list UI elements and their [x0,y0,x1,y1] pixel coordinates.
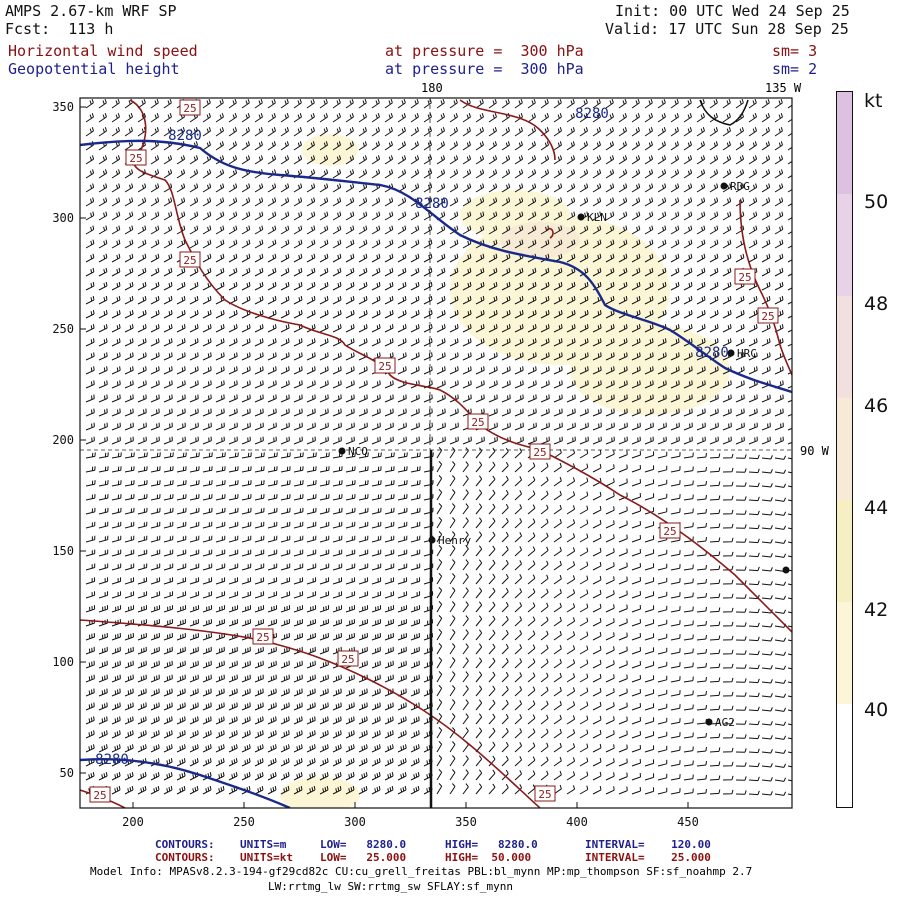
y-tick-label: 50 [60,766,74,780]
forecast-hour: Fcst: 113 h [5,20,114,38]
footer-height-low: LOW= 8280.0 [320,838,407,851]
x-axis: 200 250 300 350 400 450 [122,802,699,829]
field2-name: Geopotential height [8,60,180,78]
map-title: AMPS 2.67-km WRF SP [5,2,177,20]
y-tick-label: 250 [52,322,74,336]
wind-contour-label: 25 [761,310,774,323]
meridian-label-135w: 135 W [765,81,802,95]
footer-wind-high: HIGH= 50.000 [445,851,532,864]
footer-height-high: HIGH= 8280.0 [445,838,538,851]
wind-contour-label: 25 [471,416,484,429]
colorbar-segment [837,602,852,704]
wind-contour-label: 25 [663,525,676,538]
x-tick-label: 200 [122,815,144,829]
wind-contour-label: 25 [341,653,354,666]
station-marker [338,447,346,455]
stations: RDG KLN HRC NCO Henry AG2 [338,180,790,729]
colorbar-label: 44 [864,497,889,519]
wind-contour-label: 25 [183,254,196,267]
colorbar-label: 46 [864,395,889,417]
valid-time: Valid: 17 UTC Sun 28 Sep 25 [605,20,849,38]
y-axis: 350 300 250 200 150 100 50 [52,100,86,780]
colorbar [836,91,853,808]
y-tick-label: 350 [52,100,74,114]
colorbar-segment [837,194,852,296]
footer-wind-label: CONTOURS: [155,851,215,864]
wind-contour-label: 25 [738,271,751,284]
wind-contour-labels: 25 25 25 25 25 25 25 25 25 25 25 25 25 [89,99,779,803]
wind-contour-label: 25 [533,446,546,459]
field1-smooth: sm= 3 [772,42,818,60]
wind-contour-label: 25 [538,788,551,801]
station-label: KLN [587,211,607,224]
field1-level: at pressure = 300 hPa [385,42,584,60]
station-label: RDG [730,180,750,193]
wind-contour-label: 25 [183,102,196,115]
x-tick-label: 350 [455,815,477,829]
colorbar-segment [837,704,852,807]
wind-contour-label: 25 [378,360,391,373]
station-marker [577,213,585,221]
coastline [699,99,749,126]
footer-height-label: CONTOURS: [155,838,215,851]
station-marker [782,566,790,574]
model-info: Model Info: MPASv8.2.3-194-gf29cd82c CU:… [90,865,753,878]
footer-wind-interval: INTERVAL= 25.000 [585,851,711,864]
station-label: Henry [438,534,471,547]
colorbar-label: 48 [864,293,889,315]
wind-contour-label: 25 [93,789,106,802]
station-label: HRC [737,347,757,360]
colorbar-segment [837,296,852,398]
colorbar-label: 50 [864,191,889,213]
station-marker [727,349,735,357]
x-tick-label: 400 [566,815,588,829]
colorbar-label: 42 [864,599,889,621]
height-contour-label: 8280 [95,752,129,768]
x-tick-label: 450 [677,815,699,829]
colorbar-segment [837,398,852,500]
y-tick-label: 150 [52,544,74,558]
colorbar-segment [837,500,852,602]
height-contour-label: 8280 [168,128,202,144]
y-tick-label: 100 [52,655,74,669]
wind-contour-label: 25 [256,631,269,644]
model-info-line2: LW:rrtmg_lw SW:rrtmg_sw SFLAY:sf_mynn [268,880,514,893]
x-tick-label: 300 [344,815,366,829]
station-marker [428,536,436,544]
height-contour-label: 8280 [415,196,449,212]
height-contour-labels: 8280 8280 8280 8280 8280 [95,106,729,768]
y-tick-label: 300 [52,211,74,225]
wind-contour-label: 25 [129,152,142,165]
footer-height-units: UNITS=m [240,838,287,851]
field2-smooth: sm= 2 [772,60,818,78]
wind-barbs [85,98,792,796]
station-label: NCO [348,445,368,458]
init-time: Init: 00 UTC Wed 24 Sep 25 [615,2,850,20]
height-contours [80,139,792,808]
station-label: AG2 [715,716,735,729]
colorbar-segment [837,92,852,194]
y-tick-label: 200 [52,433,74,447]
plot-frame [79,97,793,809]
x-tick-label: 250 [233,815,255,829]
footer-wind-units: UNITS=kt [240,851,293,864]
colorbar-units: kt [864,90,883,112]
colorbar-label: 40 [864,699,889,721]
field1-name: Horizontal wind speed [8,42,198,60]
station-marker [720,182,728,190]
graticule [80,98,792,451]
height-contour-label: 8280 [575,106,609,122]
footer-height-interval: INTERVAL= 120.00 [585,838,711,851]
parallel-label-90w: 90 W [800,444,829,458]
footer-wind-low: LOW= 25.000 [320,851,407,864]
meridian-label-180: 180 [421,81,443,95]
field2-level: at pressure = 300 hPa [385,60,584,78]
station-marker [705,718,713,726]
height-contour-label: 8280 [695,345,729,361]
